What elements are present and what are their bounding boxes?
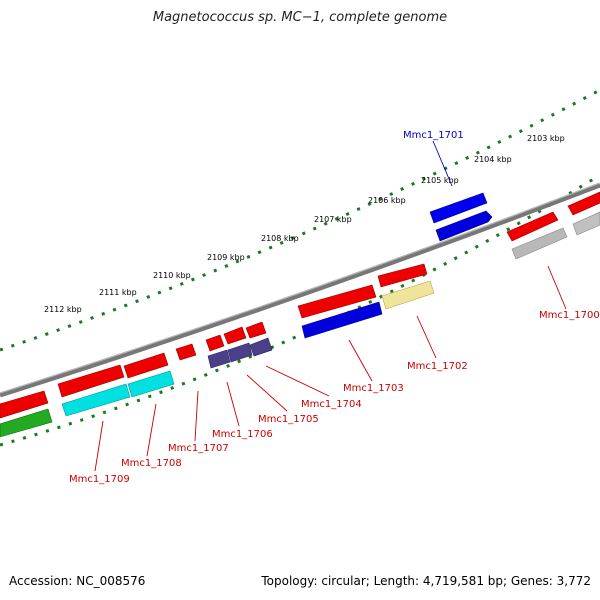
gene-label-mmc1-1701[interactable]: Mmc1_1701 [403,130,464,141]
kbp-label: 2107 kbp [314,215,352,224]
kbp-label: 2112 kbp [44,305,82,314]
gene-mmc1-1702[interactable] [377,263,435,310]
accession-text: Accession: NC_008576 [9,574,146,588]
gene-mmc1-1704[interactable] [245,321,273,357]
gene-label-mmc1-1707[interactable]: Mmc1_1707 [168,443,229,454]
gene-mmc1-1707[interactable] [175,343,197,361]
label-leaders [94,140,567,472]
genome-backbone [0,182,600,398]
gene-label-mmc1-1703[interactable]: Mmc1_1703 [343,383,404,394]
gene-mmc1-1706[interactable] [205,334,231,369]
gene-label-mmc1-1700[interactable]: Mmc1_1700 [539,310,600,321]
kbp-label: 2109 kbp [207,253,245,262]
kbp-label: 2111 kbp [99,288,137,297]
kbp-label: 2110 kbp [153,271,191,280]
gene-label-mmc1-1709[interactable]: Mmc1_1709 [69,474,130,485]
gene-label-mmc1-1704[interactable]: Mmc1_1704 [301,399,362,410]
gene-mmc1-1708[interactable] [123,352,175,398]
gene-mmc1-1703[interactable] [297,284,383,339]
gene-label-mmc1-1705[interactable]: Mmc1_1705 [258,414,319,425]
gene-mmc1-1705[interactable] [223,326,253,363]
gene-label-mmc1-1708[interactable]: Mmc1_1708 [121,458,182,469]
kbp-label: 2105 kbp [421,176,459,185]
kbp-label: 2103 kbp [527,134,565,143]
kbp-label: 2106 kbp [368,196,406,205]
gene-label-mmc1-1702[interactable]: Mmc1_1702 [407,361,468,372]
kbp-label: 2104 kbp [474,155,512,164]
gene-mmc1-1701[interactable] [429,192,493,242]
genome-stats-text: Topology: circular; Length: 4,719,581 bp… [261,574,591,588]
genome-title: Magnetococcus sp. MC−1, complete genome [152,10,448,25]
gene-mmc1-1700[interactable] [506,191,600,260]
kbp-label: 2108 kbp [261,234,299,243]
genome-backbone-highlight [0,182,600,394]
gene-label-mmc1-1706[interactable]: Mmc1_1706 [212,429,273,440]
gene-mmc1-1709[interactable] [0,364,131,438]
